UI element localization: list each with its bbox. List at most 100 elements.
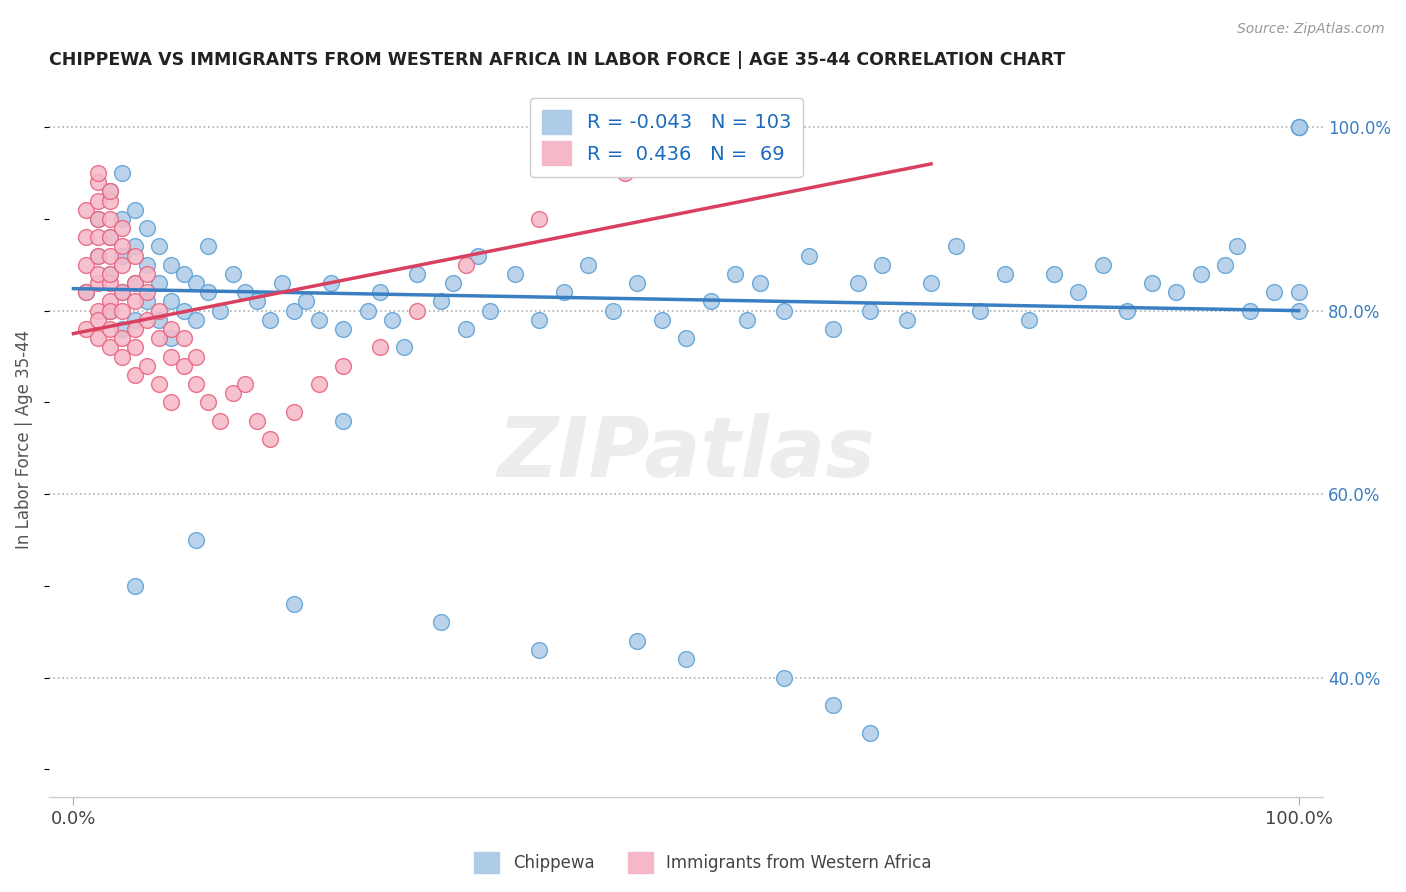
Point	[737, 120, 759, 135]
Point	[859, 303, 882, 318]
Point	[233, 377, 256, 392]
Point	[675, 652, 697, 666]
Point	[184, 377, 207, 392]
Point	[98, 230, 121, 244]
Point	[160, 331, 183, 345]
Point	[111, 350, 134, 364]
Point	[111, 331, 134, 345]
Point	[136, 285, 159, 300]
Point	[1239, 303, 1261, 318]
Point	[368, 285, 391, 300]
Point	[246, 414, 269, 428]
Point	[270, 276, 292, 290]
Point	[651, 313, 673, 327]
Point	[160, 395, 183, 409]
Point	[98, 303, 121, 318]
Point	[553, 285, 575, 300]
Point	[356, 303, 378, 318]
Point	[98, 249, 121, 263]
Point	[1140, 276, 1163, 290]
Point	[87, 249, 110, 263]
Point	[111, 211, 134, 226]
Point	[136, 258, 159, 272]
Point	[111, 285, 134, 300]
Point	[823, 322, 845, 336]
Point	[1288, 285, 1310, 300]
Point	[98, 230, 121, 244]
Point	[1288, 120, 1310, 135]
Point	[626, 276, 648, 290]
Point	[98, 194, 121, 208]
Point	[173, 331, 195, 345]
Point	[1189, 267, 1212, 281]
Point	[111, 285, 134, 300]
Point	[124, 340, 146, 354]
Point	[136, 267, 159, 281]
Point	[87, 276, 110, 290]
Point	[823, 698, 845, 712]
Point	[1226, 239, 1249, 253]
Point	[111, 258, 134, 272]
Point	[87, 211, 110, 226]
Point	[441, 276, 464, 290]
Point	[184, 276, 207, 290]
Point	[124, 249, 146, 263]
Point	[994, 267, 1017, 281]
Point	[308, 313, 330, 327]
Point	[148, 331, 170, 345]
Point	[98, 185, 121, 199]
Point	[111, 249, 134, 263]
Point	[75, 258, 97, 272]
Point	[430, 294, 453, 309]
Point	[527, 313, 550, 327]
Point	[503, 267, 526, 281]
Point	[75, 230, 97, 244]
Text: CHIPPEWA VS IMMIGRANTS FROM WESTERN AFRICA IN LABOR FORCE | AGE 35-44 CORRELATIO: CHIPPEWA VS IMMIGRANTS FROM WESTERN AFRI…	[49, 51, 1066, 69]
Point	[969, 303, 991, 318]
Point	[75, 322, 97, 336]
Point	[87, 267, 110, 281]
Point	[148, 377, 170, 392]
Point	[75, 285, 97, 300]
Point	[111, 239, 134, 253]
Point	[148, 239, 170, 253]
Point	[295, 294, 318, 309]
Point	[75, 202, 97, 217]
Point	[246, 294, 269, 309]
Point	[87, 313, 110, 327]
Point	[222, 386, 245, 401]
Point	[197, 239, 219, 253]
Point	[111, 322, 134, 336]
Point	[160, 294, 183, 309]
Point	[87, 166, 110, 180]
Point	[124, 368, 146, 382]
Point	[148, 303, 170, 318]
Point	[602, 303, 624, 318]
Point	[454, 322, 477, 336]
Legend: Chippewa, Immigrants from Western Africa: Chippewa, Immigrants from Western Africa	[468, 846, 938, 880]
Point	[283, 597, 305, 611]
Point	[111, 221, 134, 235]
Point	[197, 395, 219, 409]
Point	[124, 202, 146, 217]
Point	[160, 350, 183, 364]
Point	[368, 340, 391, 354]
Y-axis label: In Labor Force | Age 35-44: In Labor Force | Age 35-44	[15, 329, 32, 549]
Point	[136, 359, 159, 373]
Point	[332, 359, 354, 373]
Point	[1091, 258, 1114, 272]
Point	[1288, 120, 1310, 135]
Point	[87, 230, 110, 244]
Point	[184, 533, 207, 547]
Point	[233, 285, 256, 300]
Point	[98, 267, 121, 281]
Point	[920, 276, 942, 290]
Point	[1288, 303, 1310, 318]
Point	[1288, 120, 1310, 135]
Point	[124, 294, 146, 309]
Point	[945, 239, 967, 253]
Point	[737, 313, 759, 327]
Point	[136, 313, 159, 327]
Point	[283, 303, 305, 318]
Point	[626, 633, 648, 648]
